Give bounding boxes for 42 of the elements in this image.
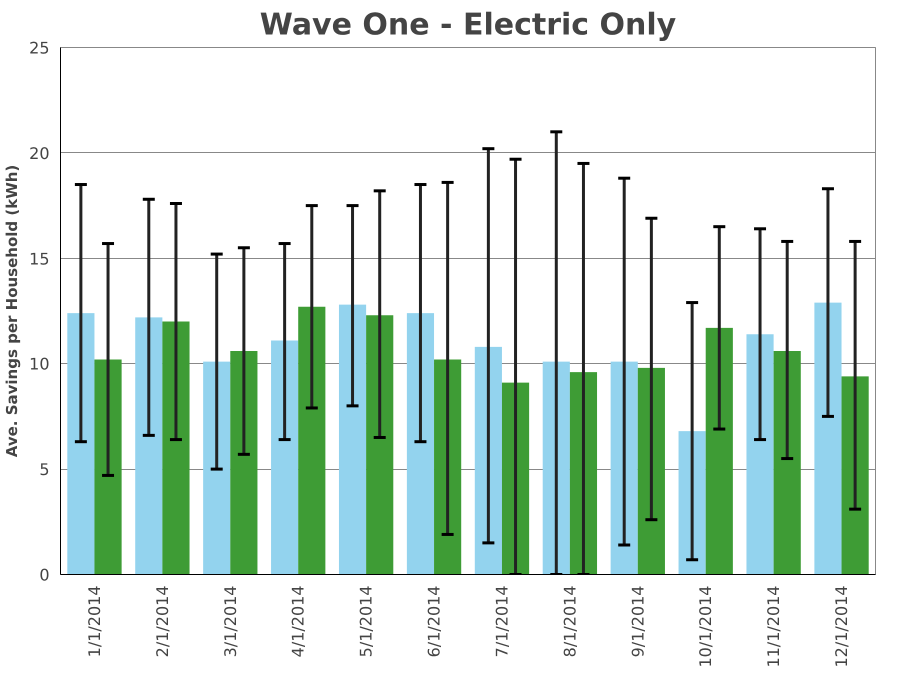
y-tick-label: 5 <box>39 460 50 480</box>
x-tick-label: 3/1/2014 <box>220 586 240 658</box>
x-tick-label: 6/1/2014 <box>424 586 444 658</box>
x-tick-label: 5/1/2014 <box>356 586 376 658</box>
bar <box>678 431 706 574</box>
bar <box>94 359 122 574</box>
y-tick-label: 20 <box>29 144 50 163</box>
chart-title: Wave One - Electric Only <box>260 8 677 42</box>
bar <box>638 368 665 574</box>
x-tick-label: 10/1/2014 <box>696 585 716 668</box>
x-tick-label: 2/1/2014 <box>152 586 172 658</box>
bar <box>298 306 326 574</box>
bar <box>774 351 801 574</box>
bar <box>474 346 502 574</box>
bar <box>162 322 190 574</box>
bar <box>706 328 733 574</box>
bar <box>135 317 162 574</box>
bar <box>366 315 394 574</box>
bar <box>230 351 258 574</box>
x-tick-label: 7/1/2014 <box>492 586 512 658</box>
bar <box>842 376 869 574</box>
bar <box>203 362 230 574</box>
bar <box>67 313 94 574</box>
bar <box>570 372 598 574</box>
y-tick-label: 10 <box>29 354 50 374</box>
bar <box>406 313 434 574</box>
x-tick-label: 12/1/2014 <box>832 585 852 668</box>
x-tick-label: 1/1/2014 <box>84 586 104 658</box>
y-tick-label: 25 <box>29 38 50 58</box>
bar <box>434 359 462 574</box>
y-tick-label: 0 <box>39 566 50 584</box>
bar <box>814 302 842 574</box>
bar <box>271 340 298 574</box>
bar <box>338 304 366 574</box>
bar <box>746 334 774 574</box>
y-axis-title: Ave. Savings per Household (kWh) <box>3 164 22 458</box>
y-tick-label: 15 <box>29 249 50 268</box>
x-tick-label: 11/1/2014 <box>764 585 784 668</box>
bar <box>502 382 530 574</box>
x-tick-label: 4/1/2014 <box>288 586 308 658</box>
x-tick-label: 8/1/2014 <box>560 586 580 658</box>
x-tick-label: 9/1/2014 <box>628 586 648 658</box>
